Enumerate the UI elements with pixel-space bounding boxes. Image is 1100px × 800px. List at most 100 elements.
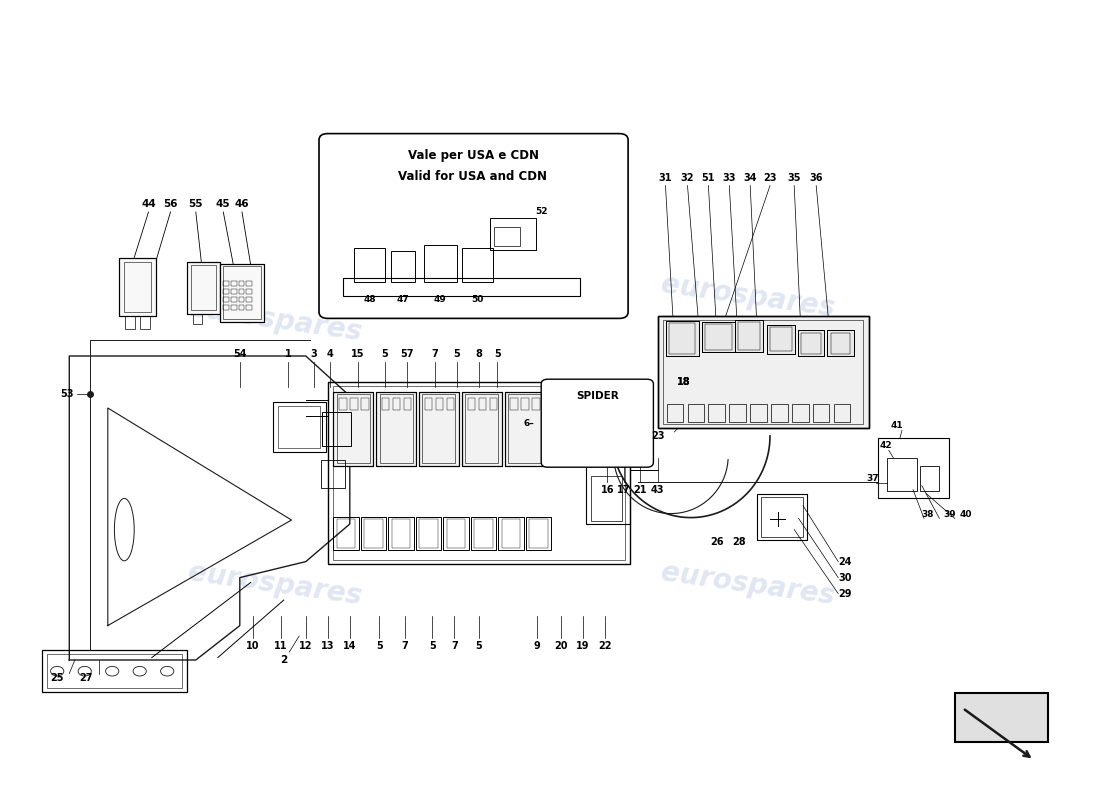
Text: 53: 53	[60, 389, 74, 398]
Text: 49: 49	[433, 295, 447, 305]
Bar	[328, 382, 630, 564]
Bar	[337, 394, 370, 463]
Text: 8: 8	[475, 349, 482, 358]
Bar	[361, 398, 368, 410]
Text: 23: 23	[651, 431, 664, 441]
Text: 21: 21	[634, 485, 647, 494]
Bar	[119, 258, 156, 316]
Bar	[273, 402, 326, 452]
FancyBboxPatch shape	[541, 379, 653, 467]
Bar	[419, 392, 459, 466]
Bar	[468, 398, 475, 410]
Bar	[231, 297, 236, 302]
Bar	[708, 404, 725, 422]
Text: 51: 51	[702, 173, 715, 182]
Bar	[502, 519, 520, 548]
Text: eurospares: eurospares	[659, 558, 837, 610]
Text: 48: 48	[363, 295, 376, 305]
Text: Valid for USA and CDN: Valid for USA and CDN	[398, 170, 548, 182]
Text: eurospares: eurospares	[186, 294, 364, 346]
Text: 18: 18	[678, 378, 691, 387]
Bar	[532, 398, 540, 410]
Bar	[376, 392, 416, 466]
Text: 38: 38	[921, 510, 934, 519]
Bar	[443, 517, 469, 550]
Bar	[339, 398, 346, 410]
Text: 4: 4	[327, 349, 333, 358]
Bar	[419, 519, 438, 548]
Bar	[729, 404, 746, 422]
Bar	[669, 323, 695, 354]
Bar	[125, 316, 135, 329]
Text: 52: 52	[535, 207, 548, 217]
Bar	[231, 305, 236, 310]
Bar	[559, 419, 586, 453]
Bar	[767, 325, 795, 354]
Bar	[462, 392, 502, 466]
Bar	[416, 517, 441, 550]
Text: 25: 25	[51, 673, 64, 682]
Bar	[239, 289, 244, 294]
Bar	[735, 320, 763, 352]
Bar	[955, 693, 1048, 742]
Text: Vale per USA e CDN: Vale per USA e CDN	[407, 150, 539, 162]
Text: eurospares: eurospares	[186, 558, 364, 610]
Text: 11: 11	[274, 642, 287, 651]
Bar	[510, 398, 518, 410]
Text: 56: 56	[163, 199, 178, 209]
Text: 27: 27	[79, 673, 92, 682]
Text: 32: 32	[681, 173, 694, 182]
Bar	[404, 398, 411, 410]
Text: 47: 47	[396, 295, 409, 305]
Bar	[392, 519, 410, 548]
Bar	[187, 262, 220, 314]
Bar	[830, 333, 850, 354]
Bar	[508, 394, 541, 463]
Bar	[562, 434, 575, 450]
Bar	[801, 333, 821, 354]
Text: 30: 30	[838, 573, 851, 582]
Bar	[887, 458, 917, 491]
Text: 46: 46	[234, 199, 250, 209]
Text: 22: 22	[598, 642, 612, 651]
Text: eurospares: eurospares	[659, 270, 837, 322]
Bar	[223, 289, 229, 294]
Text: 5: 5	[475, 642, 482, 651]
Bar	[119, 258, 156, 316]
Bar	[390, 251, 415, 282]
Text: 17: 17	[617, 485, 630, 494]
Text: 7: 7	[431, 349, 438, 358]
Bar	[246, 297, 252, 302]
Bar	[798, 330, 824, 356]
Bar	[192, 314, 202, 324]
Bar	[471, 517, 496, 550]
Text: 50: 50	[471, 295, 484, 305]
Bar	[521, 398, 529, 410]
Bar	[223, 281, 229, 286]
Text: 39: 39	[943, 510, 956, 519]
Bar	[422, 394, 455, 463]
Bar	[343, 278, 580, 296]
Bar	[246, 305, 252, 310]
Bar	[666, 321, 698, 356]
Bar	[505, 392, 544, 466]
Text: 43: 43	[651, 485, 664, 494]
Text: 7: 7	[451, 642, 458, 651]
Bar	[705, 324, 732, 350]
Text: 1: 1	[285, 349, 292, 358]
Bar	[827, 330, 854, 356]
Bar	[767, 325, 795, 354]
Bar	[761, 497, 803, 537]
Bar	[771, 404, 788, 422]
Text: 5: 5	[376, 642, 383, 651]
Bar	[140, 316, 150, 329]
Bar	[388, 517, 414, 550]
Bar	[757, 494, 807, 540]
Bar	[333, 517, 359, 550]
Bar	[393, 398, 400, 410]
Text: 26: 26	[711, 538, 724, 547]
Bar	[436, 398, 443, 410]
Bar	[191, 265, 216, 310]
Bar	[354, 248, 385, 282]
Bar	[220, 264, 264, 322]
